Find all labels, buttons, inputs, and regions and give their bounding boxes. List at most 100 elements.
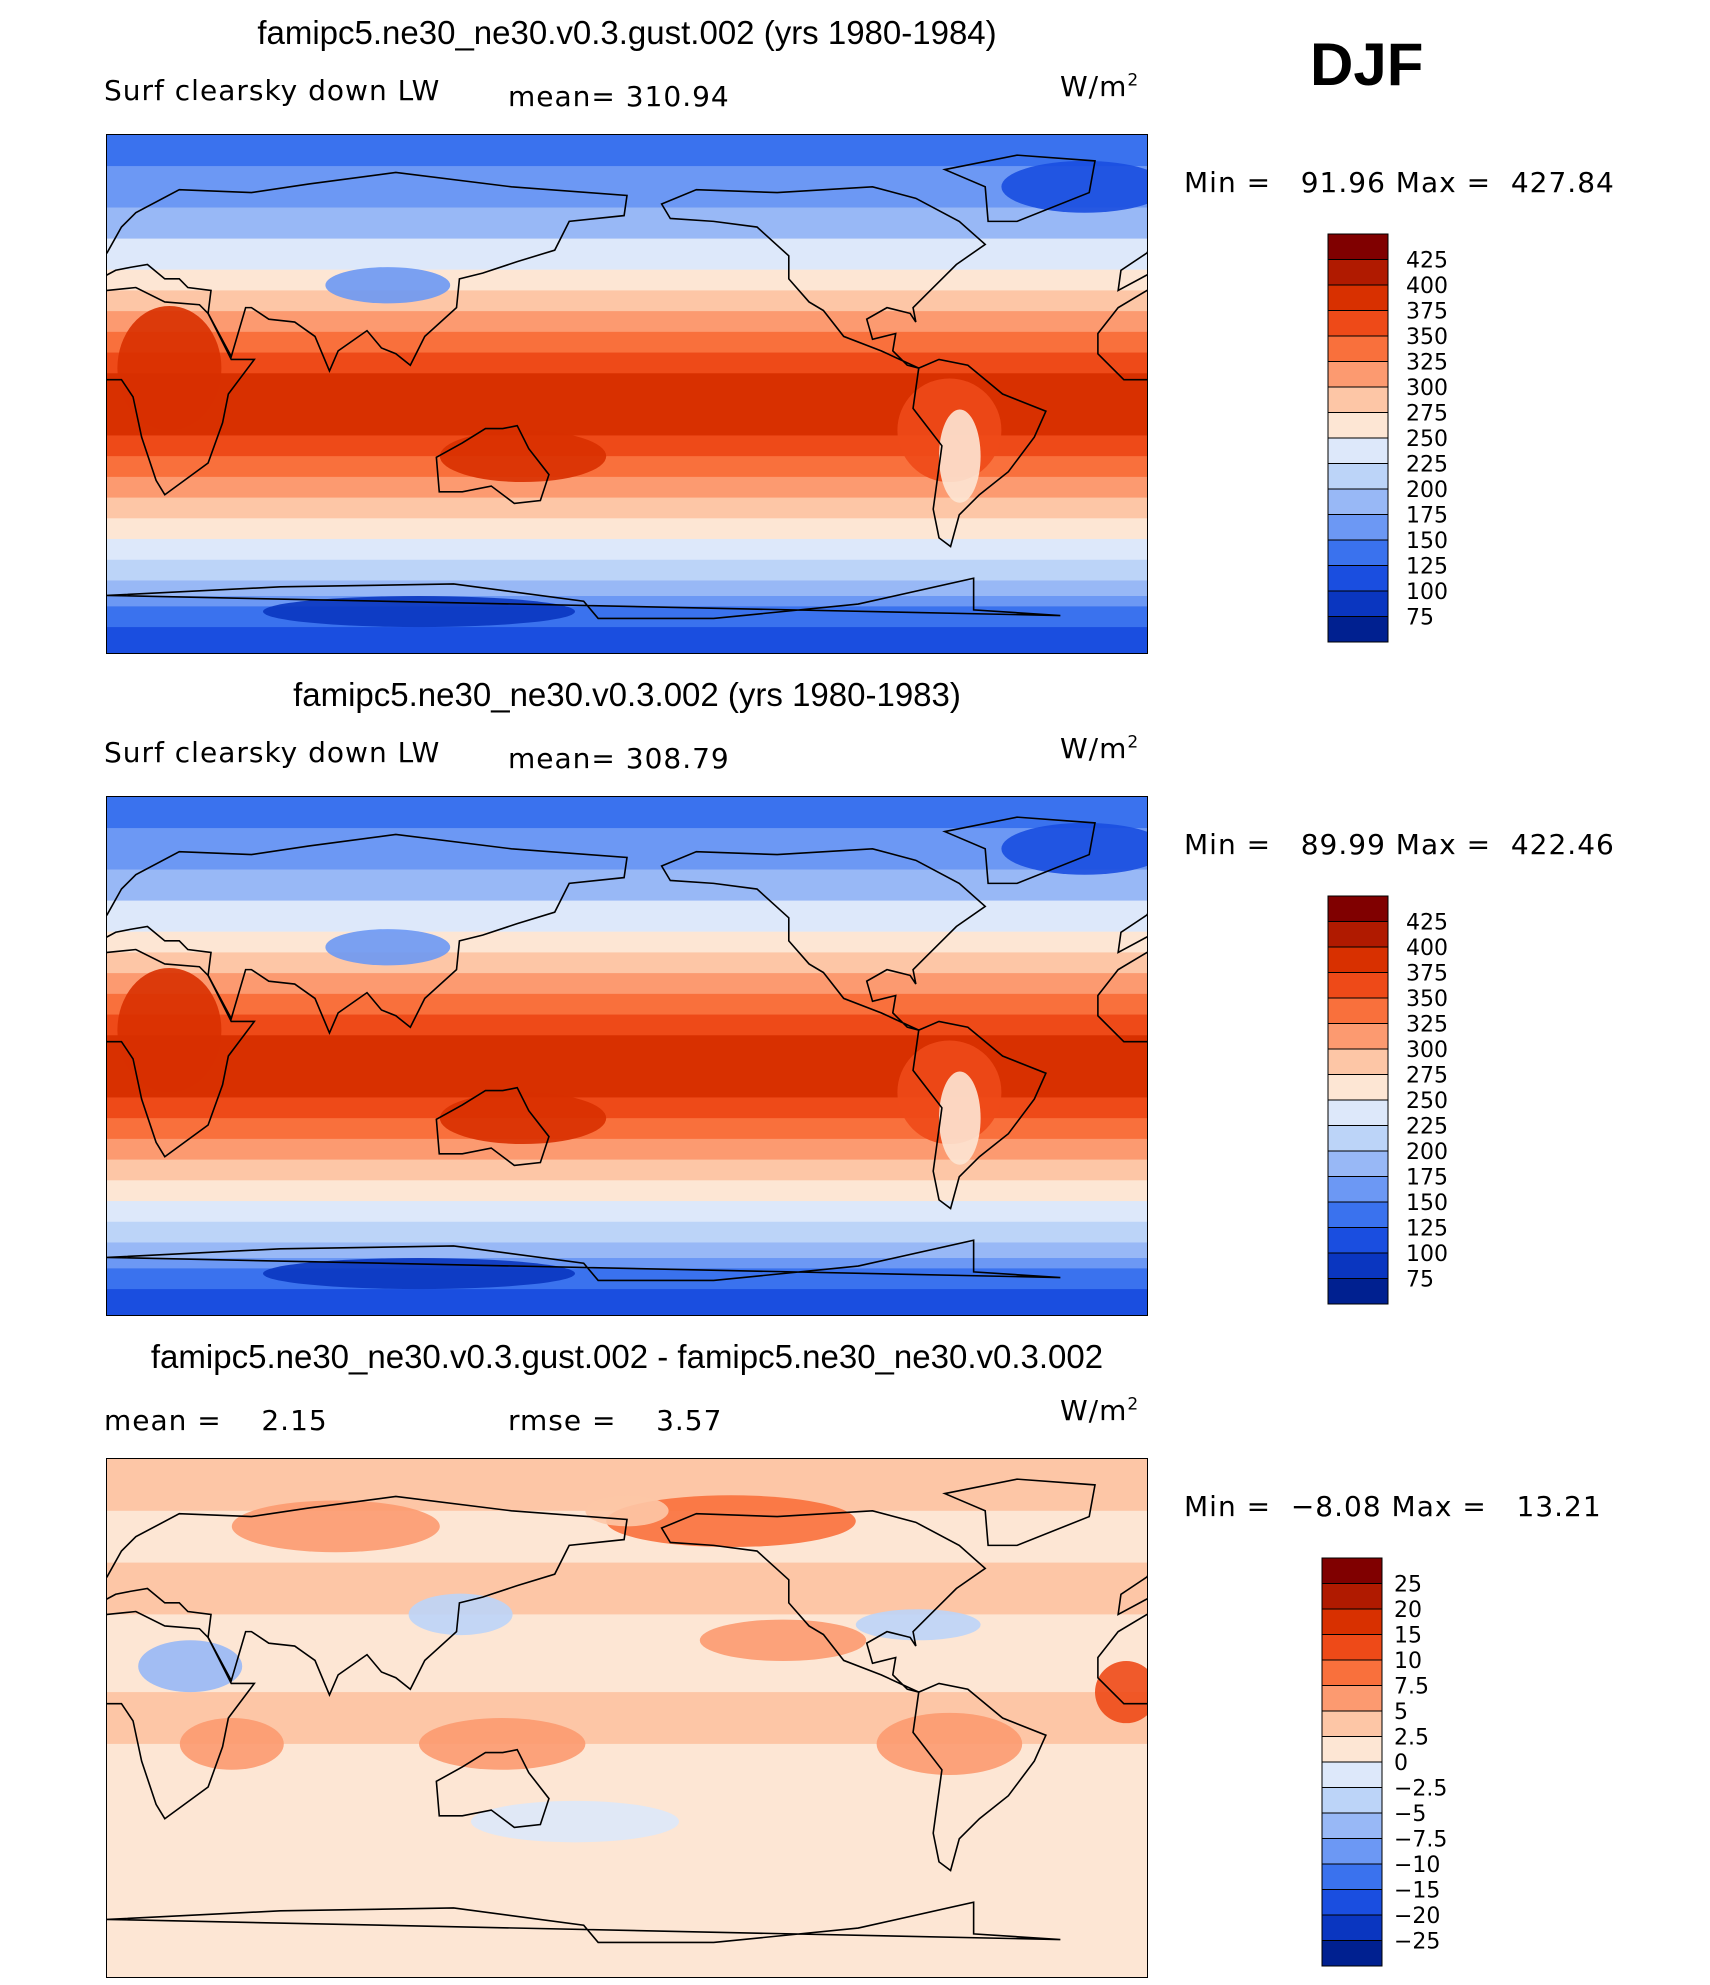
colorbar-tick-label: 425: [1406, 911, 1448, 936]
colorbar-swatch: [1321, 1659, 1383, 1686]
colorbar-swatch: [1327, 463, 1389, 490]
colorbar-swatch: [1327, 437, 1389, 464]
colorbar-tick-label: 75: [1406, 606, 1434, 631]
panel2-units-label: W/m2: [1060, 732, 1140, 765]
colorbar-tick-label: 300: [1406, 376, 1448, 401]
colorbar-swatch: [1321, 1863, 1383, 1890]
colorbar-tick-label: −7.5: [1394, 1828, 1447, 1853]
colorbar-swatch: [1327, 233, 1389, 260]
colorbar-swatch: [1321, 1583, 1383, 1610]
colorbar-swatch: [1327, 972, 1389, 999]
colorbar-tick-label: 350: [1406, 987, 1448, 1012]
colorbar-tick-label: 125: [1406, 555, 1448, 580]
colorbar-tick-label: −15: [1394, 1879, 1440, 1904]
panel3-rmse-label: rmse = 3.57: [508, 1404, 723, 1437]
colorbar-swatch: [1327, 1099, 1389, 1126]
colorbar-swatch: [1327, 1227, 1389, 1254]
colorbar-svg: 4254003753503253002752502252001751501251…: [1327, 233, 1448, 643]
colorbar-tick-label: 250: [1406, 427, 1448, 452]
colorbar-swatch: [1321, 1812, 1383, 1839]
panel1-map: [106, 134, 1148, 654]
colorbar-tick-label: 10: [1394, 1649, 1422, 1674]
colorbar-swatch: [1321, 1914, 1383, 1941]
colorbar-swatch: [1321, 1685, 1383, 1712]
colorbar-swatch: [1321, 1634, 1383, 1661]
colorbar-tick-label: 400: [1406, 936, 1448, 961]
panel2-title: famipc5.ne30_ne30.v0.3.002 (yrs 1980-198…: [293, 676, 961, 713]
panel3-minmax-label: Min = −8.08 Max = 13.21: [1184, 1490, 1602, 1523]
colorbar-tick-label: 20: [1394, 1598, 1422, 1623]
colorbar-swatch: [1321, 1557, 1383, 1584]
colorbar-swatch: [1321, 1838, 1383, 1865]
season-label: DJF: [1310, 31, 1424, 98]
colorbar-swatch: [1321, 1761, 1383, 1788]
panel2-map: [106, 796, 1148, 1316]
colorbar-tick-label: 250: [1406, 1089, 1448, 1114]
colorbar-tick-label: 325: [1406, 351, 1448, 376]
colorbar-swatch: [1321, 1736, 1383, 1763]
panel2-colorbar: 425 400 375 350 325 300 275 250 225 200 175 150 125 1…: [1327, 895, 1508, 1308]
panel1-title: famipc5.ne30_ne30.v0.3.gust.002 (yrs 198…: [257, 14, 997, 51]
colorbar-swatch: [1327, 565, 1389, 592]
panel3-title: famipc5.ne30_ne30.v0.3.gust.002 - famipc…: [150, 1338, 1104, 1375]
panel3-units-label: W/m2: [1060, 1394, 1140, 1427]
colorbar-swatch: [1327, 310, 1389, 337]
colorbar-tick-label: 175: [1406, 504, 1448, 529]
colorbar-tick-label: −2.5: [1394, 1777, 1447, 1802]
colorbar-tick-label: 425: [1406, 249, 1448, 274]
colorbar-tick-label: 175: [1406, 1166, 1448, 1191]
colorbar-swatch: [1327, 946, 1389, 973]
colorbar-swatch: [1327, 1023, 1389, 1050]
colorbar-tick-label: 375: [1406, 300, 1448, 325]
panel2-variable-label: Surf clearsky down LW: [104, 736, 441, 769]
colorbar-tick-label: 300: [1406, 1038, 1448, 1063]
colorbar-swatch: [1327, 1074, 1389, 1101]
colorbar-swatch: [1327, 1048, 1389, 1075]
colorbar-tick-label: 0: [1394, 1751, 1408, 1776]
colorbar-swatch: [1327, 284, 1389, 311]
panel1-units-label: W/m2: [1060, 70, 1140, 103]
colorbar-tick-label: 200: [1406, 1140, 1448, 1165]
colorbar-tick-label: 275: [1406, 1064, 1448, 1089]
panel2-mean-label: mean= 308.79: [508, 742, 730, 775]
panel3-colorbar: 25 20 15 10 7.5 5 2.5 0 −2.5 −5 −7.5 −10 −15 −20 −25: [1321, 1557, 1502, 1970]
colorbar-tick-label: −25: [1394, 1930, 1440, 1955]
panel1-colorbar: 425 400 375 350 325 300 275 250 225 200 175 150 125 1…: [1327, 233, 1508, 646]
colorbar-tick-label: 25: [1394, 1573, 1422, 1598]
colorbar-swatch: [1327, 514, 1389, 541]
colorbar-swatch: [1321, 1787, 1383, 1814]
colorbar-swatch: [1327, 361, 1389, 388]
colorbar-swatch: [1321, 1889, 1383, 1916]
panel1-mean-label: mean= 310.94: [508, 80, 730, 113]
colorbar-tick-label: 225: [1406, 1115, 1448, 1140]
panel3-map: [106, 1458, 1148, 1978]
colorbar-tick-label: 15: [1394, 1624, 1422, 1649]
colorbar-swatch: [1327, 590, 1389, 617]
colorbar-tick-label: 150: [1406, 529, 1448, 554]
colorbar-swatch: [1327, 488, 1389, 515]
colorbar-tick-label: −20: [1394, 1904, 1440, 1929]
colorbar-tick-label: −10: [1394, 1853, 1440, 1878]
colorbar-swatch: [1327, 1150, 1389, 1177]
panel1-minmax-label: Min = 91.96 Max = 427.84: [1184, 166, 1615, 199]
colorbar-tick-label: 400: [1406, 274, 1448, 299]
colorbar-swatch: [1327, 335, 1389, 362]
colorbar-tick-label: 375: [1406, 962, 1448, 987]
colorbar-tick-label: 7.5: [1394, 1675, 1429, 1700]
colorbar-tick-label: 275: [1406, 402, 1448, 427]
colorbar-swatch: [1327, 1278, 1389, 1305]
colorbar-tick-label: 225: [1406, 453, 1448, 478]
colorbar-tick-label: 200: [1406, 478, 1448, 503]
colorbar-swatch: [1327, 921, 1389, 948]
colorbar-swatch: [1327, 1125, 1389, 1152]
colorbar-tick-label: 5: [1394, 1700, 1408, 1725]
panel3-mean-label: mean = 2.15: [104, 1404, 328, 1437]
colorbar-svg: 4254003753503253002752502252001751501251…: [1327, 895, 1448, 1305]
colorbar-swatch: [1327, 997, 1389, 1024]
colorbar-tick-label: 150: [1406, 1191, 1448, 1216]
colorbar-tick-label: 100: [1406, 1242, 1448, 1267]
colorbar-swatch: [1327, 539, 1389, 566]
colorbar-swatch: [1327, 1201, 1389, 1228]
colorbar-tick-label: 100: [1406, 580, 1448, 605]
